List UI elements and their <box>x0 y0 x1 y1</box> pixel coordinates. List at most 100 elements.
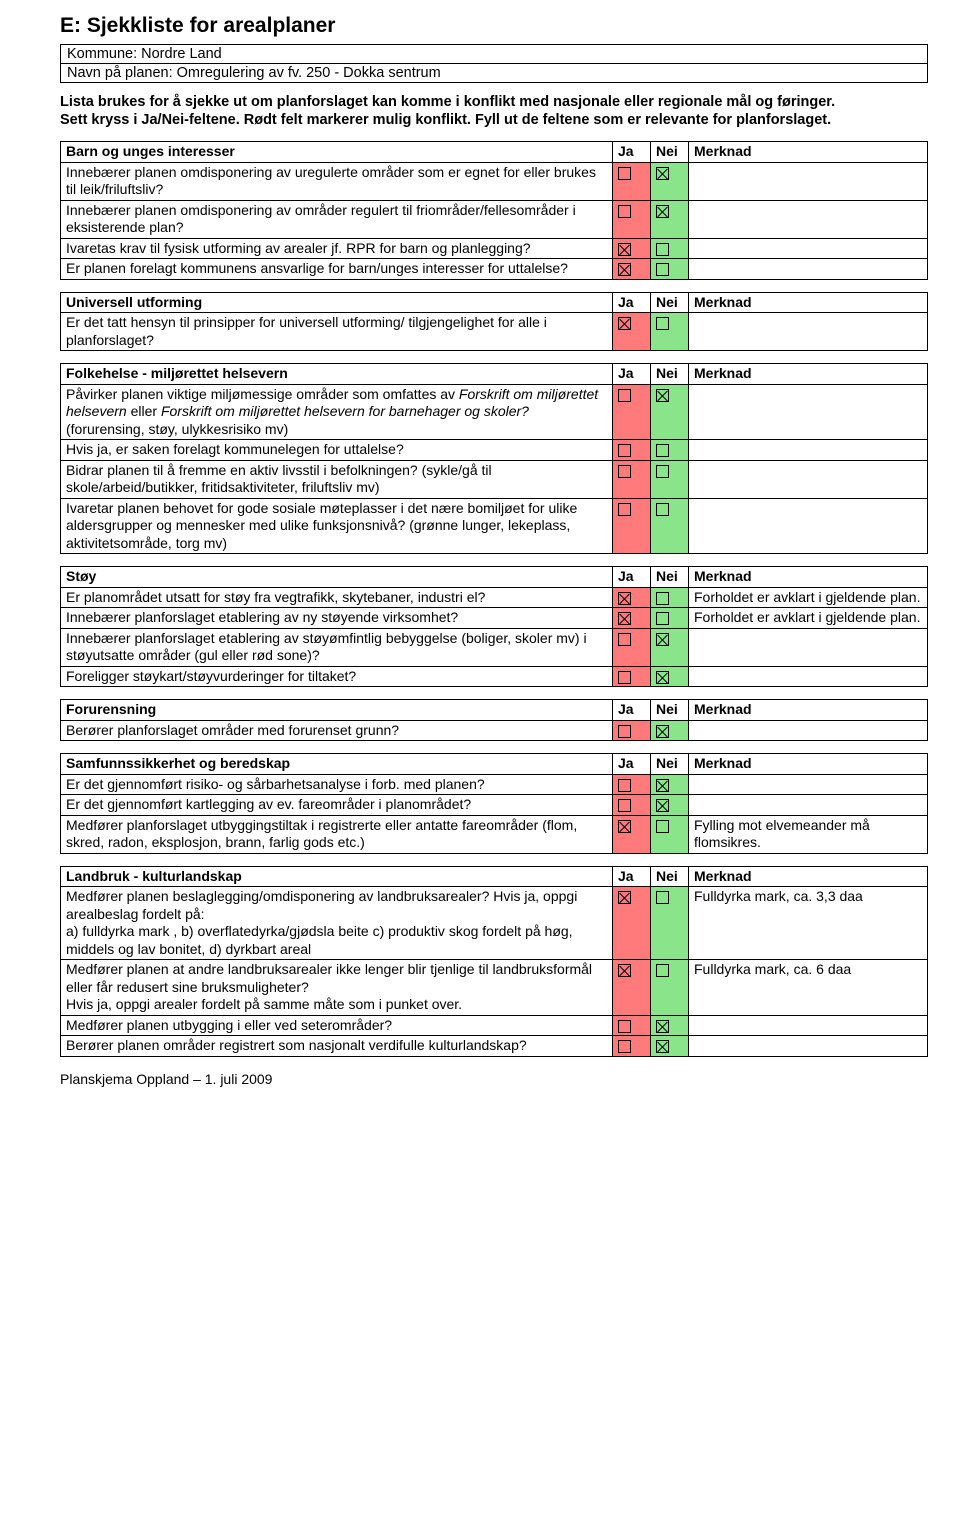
question-cell: Er det gjennomført kartlegging av ev. fa… <box>61 795 613 816</box>
checkbox-ja[interactable] <box>618 612 631 625</box>
checkbox-nei[interactable] <box>656 1020 669 1033</box>
checkbox-ja[interactable] <box>618 465 631 478</box>
merknad-cell <box>689 200 928 238</box>
checkbox-ja[interactable] <box>618 317 631 330</box>
nei-cell[interactable] <box>651 608 689 629</box>
ja-cell[interactable] <box>613 774 651 795</box>
question-cell: Bidrar planen til å fremme en aktiv livs… <box>61 460 613 498</box>
checkbox-nei[interactable] <box>656 205 669 218</box>
checkbox-nei[interactable] <box>656 799 669 812</box>
checkbox-nei[interactable] <box>656 612 669 625</box>
col-ja-header: Ja <box>613 142 651 163</box>
checkbox-nei[interactable] <box>656 671 669 684</box>
table-row: Foreligger støykart/støyvurderinger for … <box>61 666 928 687</box>
nei-cell[interactable] <box>651 162 689 200</box>
nei-cell[interactable] <box>651 587 689 608</box>
ja-cell[interactable] <box>613 440 651 461</box>
checkbox-nei[interactable] <box>656 263 669 276</box>
checkbox-ja[interactable] <box>618 503 631 516</box>
ja-cell[interactable] <box>613 162 651 200</box>
ja-cell[interactable] <box>613 238 651 259</box>
checkbox-ja[interactable] <box>618 891 631 904</box>
intro-line1: Lista brukes for å sjekke ut om planfors… <box>60 94 835 110</box>
ja-cell[interactable] <box>613 384 651 440</box>
ja-cell[interactable] <box>613 720 651 741</box>
nei-cell[interactable] <box>651 887 689 960</box>
checkbox-ja[interactable] <box>618 243 631 256</box>
ja-cell[interactable] <box>613 313 651 351</box>
checkbox-nei[interactable] <box>656 891 669 904</box>
meta-navn: Navn på planen: Omregulering av fv. 250 … <box>61 64 928 83</box>
checkbox-nei[interactable] <box>656 317 669 330</box>
nei-cell[interactable] <box>651 440 689 461</box>
ja-cell[interactable] <box>613 1036 651 1057</box>
question-cell: Innebærer planforslaget etablering av ny… <box>61 608 613 629</box>
checkbox-nei[interactable] <box>656 1040 669 1053</box>
checkbox-nei[interactable] <box>656 964 669 977</box>
checkbox-ja[interactable] <box>618 633 631 646</box>
nei-cell[interactable] <box>651 666 689 687</box>
ja-cell[interactable] <box>613 960 651 1016</box>
checkbox-ja[interactable] <box>618 1040 631 1053</box>
nei-cell[interactable] <box>651 774 689 795</box>
nei-cell[interactable] <box>651 628 689 666</box>
merknad-cell <box>689 720 928 741</box>
nei-cell[interactable] <box>651 720 689 741</box>
ja-cell[interactable] <box>613 259 651 280</box>
checkbox-ja[interactable] <box>618 592 631 605</box>
checkbox-nei[interactable] <box>656 444 669 457</box>
nei-cell[interactable] <box>651 815 689 853</box>
section-title: Universell utforming <box>61 292 613 313</box>
question-cell: Innebærer planen omdisponering av uregul… <box>61 162 613 200</box>
checkbox-nei[interactable] <box>656 503 669 516</box>
nei-cell[interactable] <box>651 313 689 351</box>
checkbox-nei[interactable] <box>656 465 669 478</box>
ja-cell[interactable] <box>613 628 651 666</box>
checkbox-nei[interactable] <box>656 725 669 738</box>
merknad-cell <box>689 384 928 440</box>
ja-cell[interactable] <box>613 666 651 687</box>
col-merknad-header: Merknad <box>689 364 928 385</box>
ja-cell[interactable] <box>613 498 651 554</box>
checkbox-ja[interactable] <box>618 444 631 457</box>
ja-cell[interactable] <box>613 608 651 629</box>
checkbox-nei[interactable] <box>656 779 669 792</box>
checkbox-ja[interactable] <box>618 205 631 218</box>
checkbox-nei[interactable] <box>656 167 669 180</box>
ja-cell[interactable] <box>613 587 651 608</box>
checkbox-nei[interactable] <box>656 389 669 402</box>
merknad-cell <box>689 628 928 666</box>
nei-cell[interactable] <box>651 1015 689 1036</box>
checkbox-nei[interactable] <box>656 243 669 256</box>
checkbox-ja[interactable] <box>618 1020 631 1033</box>
checkbox-nei[interactable] <box>656 592 669 605</box>
nei-cell[interactable] <box>651 1036 689 1057</box>
nei-cell[interactable] <box>651 238 689 259</box>
checkbox-nei[interactable] <box>656 820 669 833</box>
checkbox-ja[interactable] <box>618 263 631 276</box>
ja-cell[interactable] <box>613 1015 651 1036</box>
ja-cell[interactable] <box>613 795 651 816</box>
checkbox-ja[interactable] <box>618 671 631 684</box>
checkbox-ja[interactable] <box>618 389 631 402</box>
checkbox-ja[interactable] <box>618 964 631 977</box>
nei-cell[interactable] <box>651 498 689 554</box>
nei-cell[interactable] <box>651 259 689 280</box>
checkbox-ja[interactable] <box>618 820 631 833</box>
checkbox-ja[interactable] <box>618 725 631 738</box>
nei-cell[interactable] <box>651 960 689 1016</box>
col-merknad-header: Merknad <box>689 754 928 775</box>
ja-cell[interactable] <box>613 815 651 853</box>
checkbox-ja[interactable] <box>618 799 631 812</box>
checkbox-nei[interactable] <box>656 633 669 646</box>
nei-cell[interactable] <box>651 460 689 498</box>
nei-cell[interactable] <box>651 200 689 238</box>
merknad-cell <box>689 259 928 280</box>
checkbox-ja[interactable] <box>618 167 631 180</box>
ja-cell[interactable] <box>613 200 651 238</box>
nei-cell[interactable] <box>651 384 689 440</box>
checkbox-ja[interactable] <box>618 779 631 792</box>
ja-cell[interactable] <box>613 887 651 960</box>
nei-cell[interactable] <box>651 795 689 816</box>
ja-cell[interactable] <box>613 460 651 498</box>
